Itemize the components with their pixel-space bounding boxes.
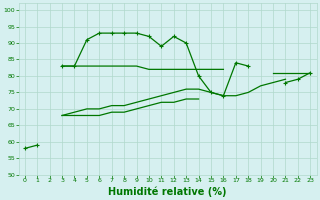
X-axis label: Humidité relative (%): Humidité relative (%) (108, 186, 227, 197)
